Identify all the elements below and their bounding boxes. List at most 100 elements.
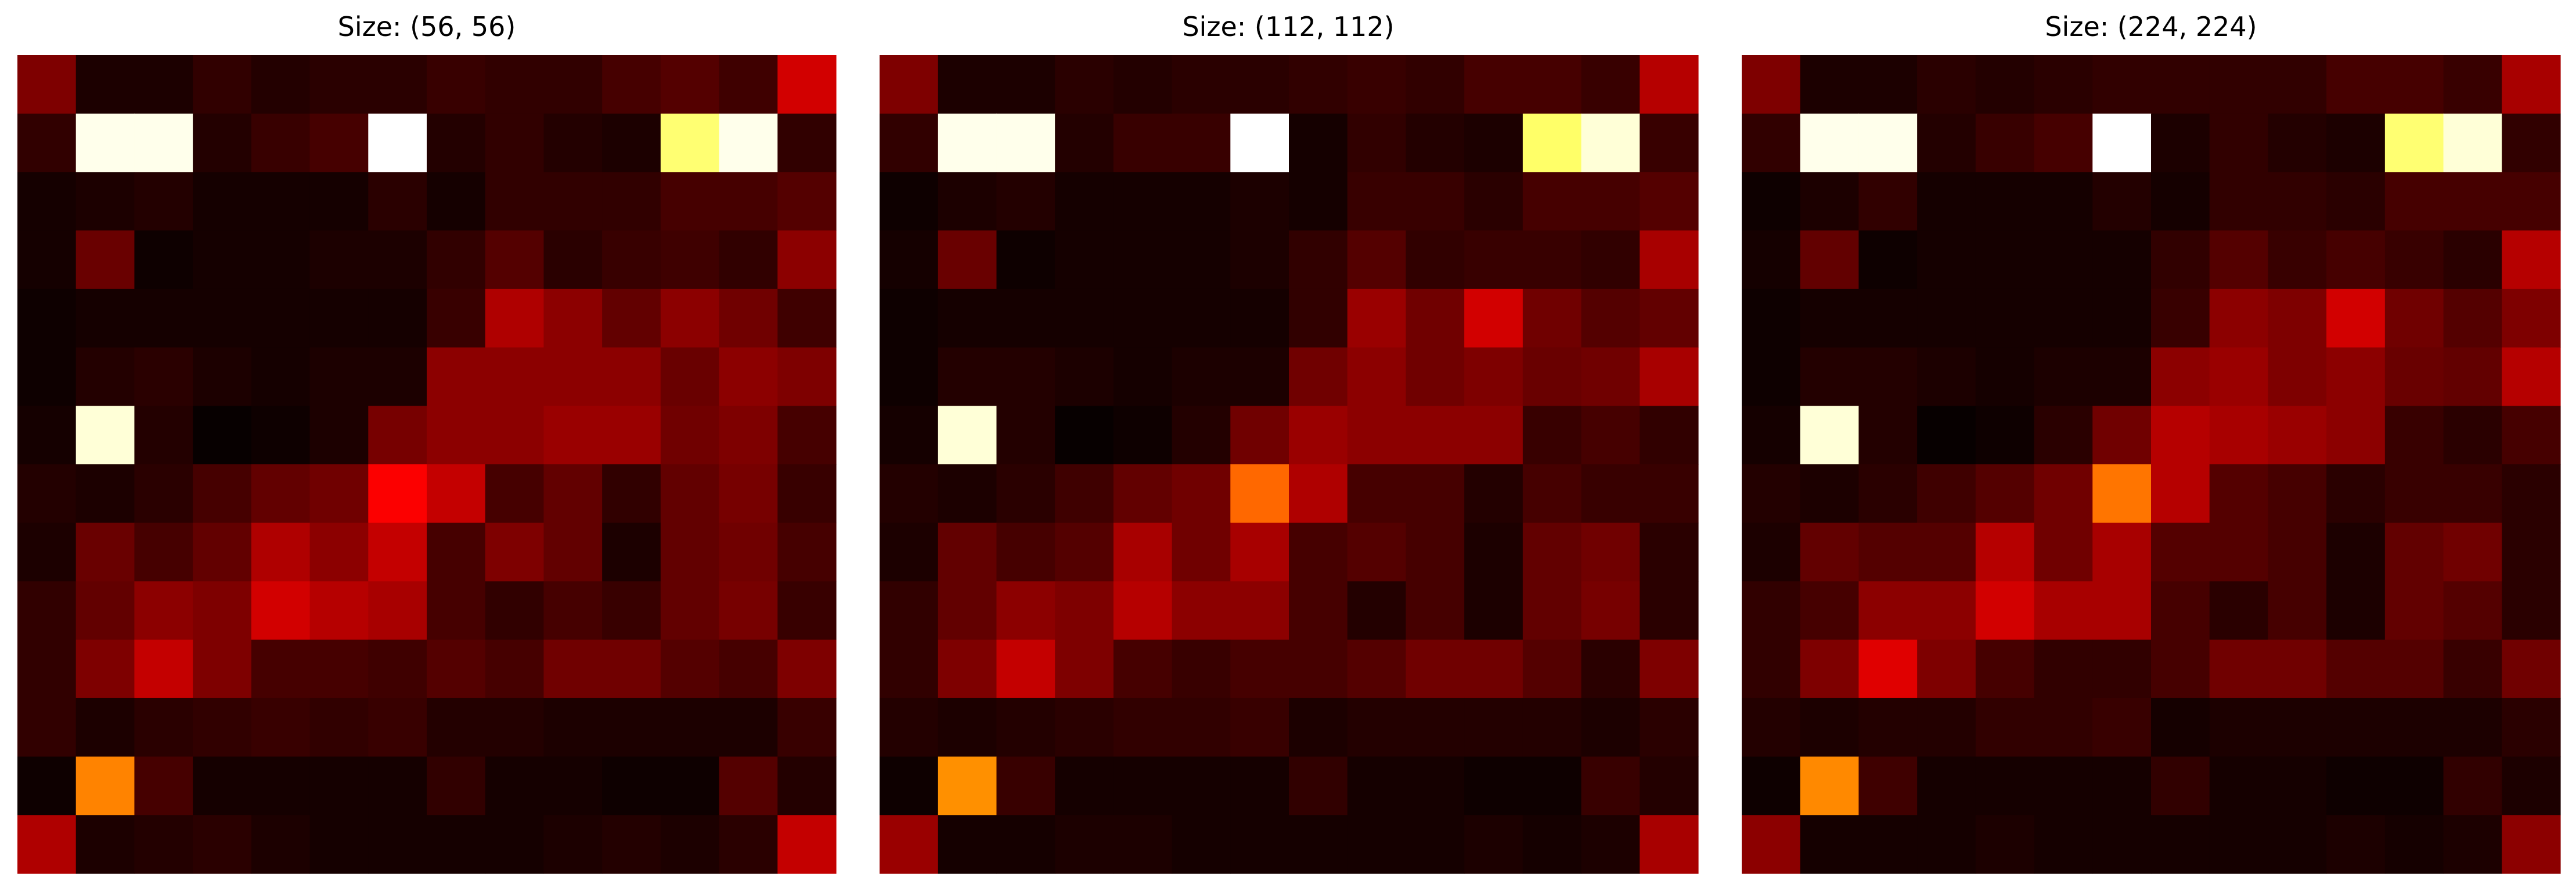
heatmap-cell (1289, 464, 1348, 524)
heatmap-cell (485, 640, 545, 699)
heatmap-cell (1742, 288, 1801, 348)
heatmap-cell (2443, 55, 2502, 114)
heatmap-cell (1800, 698, 1860, 757)
heatmap-cell (427, 815, 486, 874)
heatmap-cell (1172, 347, 1231, 406)
heatmap-cell (1055, 172, 1114, 231)
heatmap-cell (251, 406, 311, 465)
heatmap-cell (485, 756, 545, 815)
heatmap-cell (2092, 815, 2152, 874)
heatmap-cell (543, 230, 603, 290)
heatmap-cell (17, 230, 77, 290)
heatmap-cell (996, 698, 1055, 757)
heatmap-cell (1406, 464, 1465, 524)
heatmap-cell (2443, 347, 2502, 406)
heatmap-cell (1464, 815, 1523, 874)
heatmap-cell (75, 288, 135, 348)
heatmap-cell (543, 698, 603, 757)
heatmap-cell (309, 347, 369, 406)
heatmap-cell (1172, 230, 1231, 290)
heatmap-cell (2209, 522, 2269, 582)
heatmap-cell (368, 55, 427, 114)
heatmap-cell (1172, 113, 1231, 173)
heatmap-cell (2326, 288, 2386, 348)
heatmap-cell (719, 55, 778, 114)
heatmap-cell (777, 640, 837, 699)
heatmap-cell (1975, 113, 2035, 173)
heatmap-cell (1347, 288, 1407, 348)
heatmap-cell (368, 288, 427, 348)
heatmap-cell (1464, 464, 1523, 524)
heatmap-cell (1975, 581, 2035, 640)
heatmap-cell (2384, 230, 2444, 290)
heatmap-cell (777, 815, 837, 874)
heatmap-cell (2443, 113, 2502, 173)
heatmap-cell (1640, 581, 1699, 640)
heatmap-cell (2151, 288, 2210, 348)
heatmap-cell (1464, 172, 1523, 231)
heatmap-cell (193, 347, 252, 406)
heatmap-cell (602, 756, 661, 815)
heatmap-cell (602, 522, 661, 582)
heatmap-cell (777, 756, 837, 815)
heatmap-cell (134, 406, 193, 465)
heatmap-cell (996, 230, 1055, 290)
heatmap-cell (2268, 815, 2327, 874)
heatmap-cell (2034, 406, 2093, 465)
heatmap-cell (134, 347, 193, 406)
heatmap-cell (1800, 756, 1860, 815)
heatmap-cell (134, 113, 193, 173)
heatmap-cell (427, 640, 486, 699)
heatmap-cell (309, 113, 369, 173)
heatmap-cell (602, 113, 661, 173)
heatmap-cell (1113, 581, 1173, 640)
heatmap-cell (2502, 55, 2561, 114)
heatmap-cell (1858, 464, 1918, 524)
heatmap-cell (543, 581, 603, 640)
heatmap-cell (1289, 288, 1348, 348)
heatmap-cell (2502, 172, 2561, 231)
heatmap-cell (2151, 640, 2210, 699)
heatmap-cell (719, 406, 778, 465)
heatmap-cell (1581, 230, 1640, 290)
heatmap-cell (938, 522, 997, 582)
heatmap-cell (1917, 347, 1976, 406)
heatmap-cell (1917, 464, 1976, 524)
heatmap-cell (368, 756, 427, 815)
heatmap-cell (1640, 756, 1699, 815)
heatmap-cell (1172, 640, 1231, 699)
heatmap-cell (2443, 406, 2502, 465)
heatmap-cell (1289, 55, 1348, 114)
heatmap-cell (1406, 55, 1465, 114)
heatmap-cell (485, 406, 545, 465)
heatmap-cell (427, 581, 486, 640)
heatmap-cell (17, 522, 77, 582)
heatmap-cell (1464, 406, 1523, 465)
heatmap-cell (2502, 347, 2561, 406)
heatmap-cell (2268, 230, 2327, 290)
heatmap-cell (2502, 522, 2561, 582)
heatmap-cell (719, 172, 778, 231)
heatmap-cell (602, 698, 661, 757)
heatmap-cell (2034, 756, 2093, 815)
heatmap-cell (1858, 288, 1918, 348)
heatmap-cell (1858, 756, 1918, 815)
heatmap-cell (1172, 55, 1231, 114)
heatmap-cell (251, 288, 311, 348)
heatmap-cell (134, 640, 193, 699)
heatmap-cell (2092, 522, 2152, 582)
heatmap-cell (1581, 172, 1640, 231)
heatmap-cell (1522, 464, 1582, 524)
heatmap-cell (1581, 55, 1640, 114)
heatmap-cell (427, 756, 486, 815)
heatmap-cell (2384, 406, 2444, 465)
heatmap-cell (1858, 230, 1918, 290)
heatmap-cell (2151, 815, 2210, 874)
heatmap-cell (193, 640, 252, 699)
heatmap-cell (938, 406, 997, 465)
heatmap-cell (543, 522, 603, 582)
heatmap-cell (2326, 698, 2386, 757)
heatmap-cell (996, 464, 1055, 524)
heatmap-cell (1055, 347, 1114, 406)
heatmap-cell (1975, 698, 2035, 757)
